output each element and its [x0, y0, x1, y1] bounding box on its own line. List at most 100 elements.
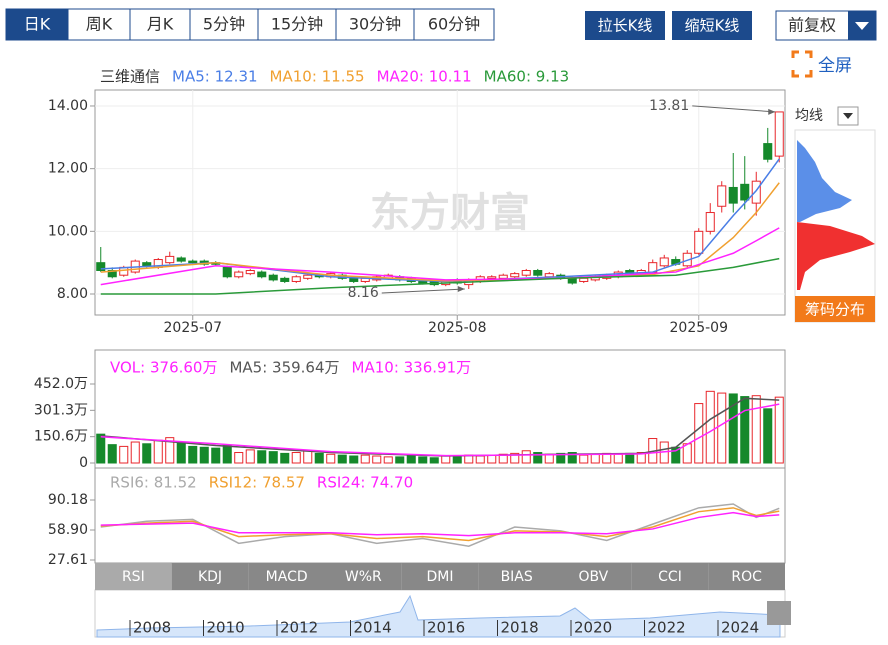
- candle-body: [234, 271, 244, 278]
- candle-body: [579, 277, 589, 282]
- navigator-handle[interactable]: [767, 601, 791, 625]
- period-tab-label[interactable]: 日K: [24, 15, 51, 34]
- period-tab-label[interactable]: 月K: [147, 15, 174, 34]
- indicator-tab-label[interactable]: DMI: [427, 569, 454, 585]
- indicator-tab[interactable]: [708, 563, 785, 590]
- y-tick-label: 301.3万: [34, 402, 88, 418]
- period-tab[interactable]: [413, 8, 495, 41]
- volume-bar: [510, 452, 520, 464]
- x-tick-label: 2025-08: [428, 320, 487, 336]
- indicator-tab[interactable]: [95, 563, 172, 590]
- volume-bar: [349, 455, 359, 464]
- candle-body: [257, 271, 267, 278]
- indicator-tab-label[interactable]: W%R: [345, 569, 382, 585]
- period-tab-label[interactable]: 周K: [86, 15, 113, 34]
- indicator-tab-label[interactable]: RSI: [122, 569, 145, 585]
- navigator-year: 2018: [501, 619, 539, 637]
- y-tick-label: 14.00: [48, 98, 88, 114]
- toolbar-button-label[interactable]: 拉长K线: [598, 17, 653, 35]
- y-tick-label: 8.00: [57, 286, 88, 302]
- toolbar-button[interactable]: [672, 11, 752, 40]
- fullscreen-icon[interactable]: [791, 50, 813, 78]
- indicator-tab[interactable]: [248, 563, 325, 590]
- volume-bar: [694, 403, 704, 464]
- indicator-tab-label[interactable]: KDJ: [198, 569, 222, 585]
- indicator-tab-label[interactable]: ROC: [731, 569, 762, 585]
- volume-bar: [314, 452, 324, 464]
- y-tick-label: 90.18: [48, 492, 88, 508]
- period-tab[interactable]: [67, 8, 131, 41]
- candle-body: [544, 273, 554, 278]
- volume-bar: [774, 396, 784, 464]
- candle-body: [349, 277, 359, 282]
- legend-entry: MA5: 12.31: [172, 68, 258, 86]
- fullscreen-label[interactable]: 全屏: [818, 56, 852, 76]
- volume-bar: [613, 453, 623, 464]
- volume-bar: [763, 408, 773, 464]
- volume-bar: [487, 454, 497, 464]
- volume-bar: [211, 447, 221, 464]
- period-tab[interactable]: [5, 8, 69, 41]
- volume-bar: [130, 441, 140, 464]
- volume-bar: [107, 444, 117, 464]
- series-line: [100, 158, 780, 283]
- indicator-tab-label[interactable]: BIAS: [501, 569, 533, 585]
- ma-menu-label[interactable]: 均线: [795, 108, 823, 124]
- toolbar-button-label[interactable]: 缩短K线: [685, 17, 740, 35]
- volume-bar: [740, 396, 750, 464]
- legend-entry: MA60: 9.13: [484, 68, 570, 86]
- navigator-year: 2014: [354, 619, 392, 637]
- volume-bar: [96, 433, 106, 464]
- volume-bar: [705, 390, 715, 464]
- legend-entry: RSI24: 74.70: [317, 474, 413, 492]
- volume-bar: [188, 445, 198, 464]
- period-tab[interactable]: [257, 8, 337, 41]
- y-tick-label: 58.90: [48, 522, 88, 538]
- volume-bar: [326, 453, 336, 464]
- period-tab[interactable]: [335, 8, 415, 41]
- y-tick-label: 27.61: [48, 552, 88, 568]
- indicator-tab[interactable]: [325, 563, 402, 590]
- indicator-tab[interactable]: [631, 563, 709, 590]
- volume-bar: [337, 454, 347, 464]
- candle-body: [521, 270, 531, 276]
- toolbar-button[interactable]: [585, 11, 665, 40]
- candle-body: [533, 270, 543, 276]
- candle-body: [510, 273, 520, 278]
- candle-body: [694, 230, 704, 254]
- period-tab-label[interactable]: 15分钟: [271, 15, 323, 34]
- series-line: [100, 257, 780, 295]
- period-tab-label[interactable]: 30分钟: [349, 15, 401, 34]
- period-tab[interactable]: [129, 8, 191, 41]
- period-tab-label[interactable]: 5分钟: [203, 15, 245, 34]
- indicator-tab-label[interactable]: OBV: [578, 569, 608, 585]
- volume-bar: [567, 452, 577, 464]
- indicator-tab[interactable]: [555, 563, 632, 590]
- legend-entry: MA10: 11.55: [270, 68, 365, 86]
- series-line: [100, 403, 780, 457]
- chips-label[interactable]: 筹码分布: [805, 301, 865, 319]
- y-tick-label: 12.00: [48, 161, 88, 177]
- volume-bar: [751, 395, 761, 464]
- indicator-tab[interactable]: [478, 563, 555, 590]
- series-line: [100, 507, 780, 542]
- candle-body: [567, 277, 577, 284]
- volume-bar: [372, 455, 382, 464]
- indicator-tab-label[interactable]: CCI: [658, 569, 682, 585]
- legend-entry: MA10: 336.91万: [352, 359, 472, 377]
- chips-button[interactable]: [795, 296, 875, 322]
- legend-entry: RSI6: 81.52: [110, 474, 197, 492]
- candle-body: [763, 143, 773, 160]
- series-line: [100, 511, 780, 537]
- volume-bar: [636, 452, 646, 464]
- navigator-year: 2020: [574, 619, 612, 637]
- volume-bar: [452, 456, 462, 464]
- indicator-tab-label[interactable]: MACD: [266, 569, 308, 585]
- adjust-label[interactable]: 前复权: [788, 16, 836, 35]
- period-tab-label[interactable]: 60分钟: [428, 15, 480, 34]
- indicator-tab[interactable]: [401, 563, 479, 590]
- volume-bar: [257, 450, 267, 464]
- indicator-tab[interactable]: [171, 563, 249, 590]
- volume-bar: [291, 452, 301, 464]
- legend-entry: 三维通信: [100, 68, 160, 86]
